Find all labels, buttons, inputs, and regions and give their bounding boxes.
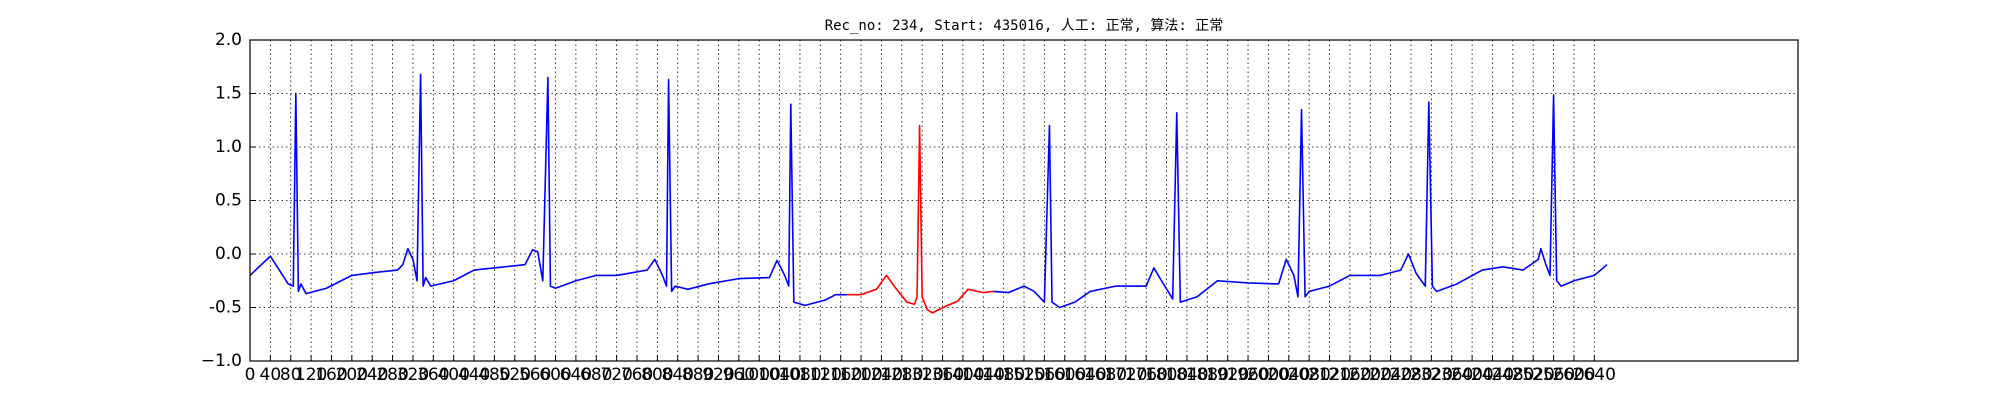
x-tick-label: 1800 xyxy=(1145,365,1188,385)
x-tick-label: 1600 xyxy=(1043,365,1086,385)
x-tick-label: 1400 xyxy=(941,365,984,385)
x-tick-label: 640 xyxy=(560,365,592,385)
y-tick-label: 0.0 xyxy=(215,244,242,264)
plot-frame xyxy=(249,39,1799,362)
x-tick-label: 1440 xyxy=(962,365,1005,385)
x-tick-label: 600 xyxy=(539,365,571,385)
x-tick-label: 1560 xyxy=(1023,365,1066,385)
x-tick-label: 2000 xyxy=(1247,365,1290,385)
y-tick-label: 1.5 xyxy=(215,84,242,104)
x-tick-label: 80 xyxy=(280,365,302,385)
x-tick-label: 280 xyxy=(376,365,408,385)
x-tick-label: 2040 xyxy=(1267,365,1310,385)
x-tick-label: 1720 xyxy=(1104,365,1147,385)
x-tick-label: 1040 xyxy=(758,365,801,385)
x-tick-label: 800 xyxy=(641,365,673,385)
x-tick-label: 1520 xyxy=(1002,365,1045,385)
x-tick-label: 680 xyxy=(580,365,612,385)
x-tick-label: 2480 xyxy=(1491,365,1534,385)
x-tick-label: 1760 xyxy=(1125,365,1168,385)
y-tick-label: 0.5 xyxy=(215,191,242,211)
x-tick-label: 840 xyxy=(662,365,694,385)
y-tick-label: -0.5 xyxy=(209,298,242,318)
x-tick-label: 2600 xyxy=(1552,365,1595,385)
x-tick-label: 1880 xyxy=(1186,365,1229,385)
x-tick-label: 1960 xyxy=(1226,365,1269,385)
x-tick-label: 1840 xyxy=(1165,365,1208,385)
x-tick-label: 120 xyxy=(295,365,327,385)
x-tick-label: 2560 xyxy=(1532,365,1575,385)
x-tick-label: 240 xyxy=(356,365,388,385)
x-tick-label: 1160 xyxy=(819,365,862,385)
x-tick-label: 560 xyxy=(519,365,551,385)
x-tick-label: 720 xyxy=(600,365,632,385)
x-tick-label: 1000 xyxy=(738,365,781,385)
y-tick-label: 1.0 xyxy=(215,137,242,157)
x-tick-label: 1360 xyxy=(921,365,964,385)
x-tick-label: 2640 xyxy=(1573,365,1616,385)
x-tick-label: 440 xyxy=(458,365,490,385)
x-tick-label: 1680 xyxy=(1084,365,1127,385)
x-tick-label: 760 xyxy=(621,365,653,385)
x-tick-label: 480 xyxy=(478,365,510,385)
x-tick-label: 960 xyxy=(723,365,755,385)
x-tick-label: 1320 xyxy=(901,365,944,385)
x-tick-label: 1920 xyxy=(1206,365,1249,385)
x-tick-label: 1640 xyxy=(1063,365,1106,385)
x-tick-label: 1200 xyxy=(839,365,882,385)
x-tick-label: 920 xyxy=(702,365,734,385)
x-tick-label: 160 xyxy=(315,365,347,385)
x-tick-label: 2360 xyxy=(1430,365,1473,385)
x-tick-label: 2200 xyxy=(1349,365,1392,385)
x-tick-label: 2120 xyxy=(1308,365,1351,385)
x-tick-label: 2160 xyxy=(1328,365,1371,385)
x-tick-label: 1280 xyxy=(880,365,923,385)
x-tick-label: 200 xyxy=(336,365,368,385)
x-tick-label: 2400 xyxy=(1450,365,1493,385)
x-tick-label: 2080 xyxy=(1288,365,1331,385)
x-tick-label: 0 xyxy=(245,365,256,385)
x-tick-label: 400 xyxy=(437,365,469,385)
x-tick-label: 1080 xyxy=(778,365,821,385)
x-tick-label: 360 xyxy=(417,365,449,385)
x-tick-label: 1240 xyxy=(860,365,903,385)
ecg-line xyxy=(249,73,1608,309)
x-tick-label: 2240 xyxy=(1369,365,1412,385)
ecg-line xyxy=(846,124,994,314)
chart-title: Rec_no: 234, Start: 435016, 人工: 正常, 算法: … xyxy=(825,18,1224,34)
x-tick-label: 1480 xyxy=(982,365,1025,385)
x-tick-label: 880 xyxy=(682,365,714,385)
x-tick-label: 2280 xyxy=(1389,365,1432,385)
x-tick-label: 320 xyxy=(397,365,429,385)
x-tick-label: 40 xyxy=(260,365,282,385)
x-tick-label: 2520 xyxy=(1512,365,1555,385)
x-tick-label: 2440 xyxy=(1471,365,1514,385)
x-tick-label: 2320 xyxy=(1410,365,1453,385)
x-tick-label: 520 xyxy=(499,365,531,385)
y-tick-label: −1.0 xyxy=(201,351,242,371)
x-tick-label: 1120 xyxy=(799,365,842,385)
y-tick-label: 2.0 xyxy=(215,30,242,50)
